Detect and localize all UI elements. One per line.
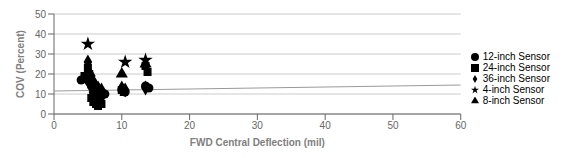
svg-text:0: 0: [40, 109, 46, 120]
svg-text:FWD Central Deflection (mil): FWD Central Deflection (mil): [190, 137, 325, 148]
html-text:24-inch Sensor: 24-inch Sensor: [482, 61, 550, 73]
svg-text:20: 20: [184, 120, 196, 131]
svg-text:10: 10: [35, 89, 47, 100]
html-text:36-inch Sensor: 36-inch Sensor: [482, 72, 550, 84]
svg-text:20: 20: [35, 69, 47, 80]
svg-text:0: 0: [51, 120, 57, 131]
html-text:8-inch Sensor: 8-inch Sensor: [482, 94, 545, 106]
svg-text:60: 60: [455, 120, 467, 131]
html-text:12-inch Sensor: 12-inch Sensor: [482, 50, 550, 62]
svg-text:50: 50: [387, 120, 399, 131]
svg-text:30: 30: [252, 120, 264, 131]
svg-text:30: 30: [35, 49, 47, 60]
svg-text:50: 50: [35, 9, 47, 20]
svg-text:40: 40: [320, 120, 332, 131]
svg-text:40: 40: [35, 29, 47, 40]
svg-text:10: 10: [116, 120, 128, 131]
html-text:4-inch Sensor: 4-inch Sensor: [482, 83, 545, 95]
svg-text:COV (Percent): COV (Percent): [15, 30, 26, 98]
